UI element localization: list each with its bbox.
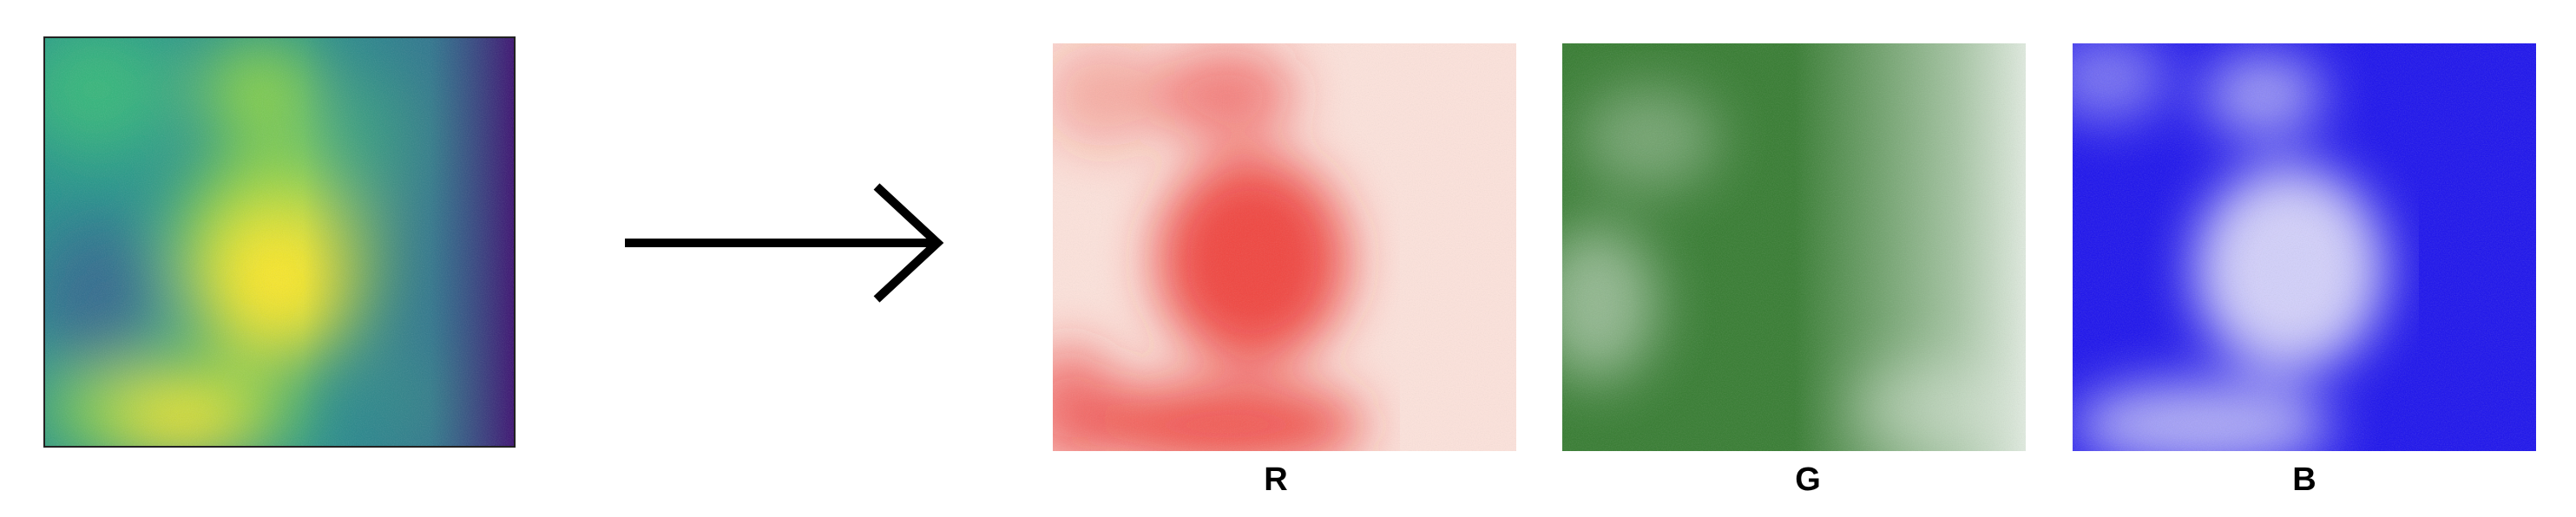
source-heatmap-image — [43, 36, 516, 448]
red-channel-label: R — [1264, 461, 1288, 498]
blue-channel-label: B — [2292, 461, 2316, 498]
green-channel-label: G — [1795, 461, 1821, 498]
green-channel-image — [1562, 43, 2026, 451]
arrow-icon — [625, 183, 944, 303]
blue-channel-image — [2073, 43, 2536, 451]
red-channel-image — [1053, 43, 1516, 451]
